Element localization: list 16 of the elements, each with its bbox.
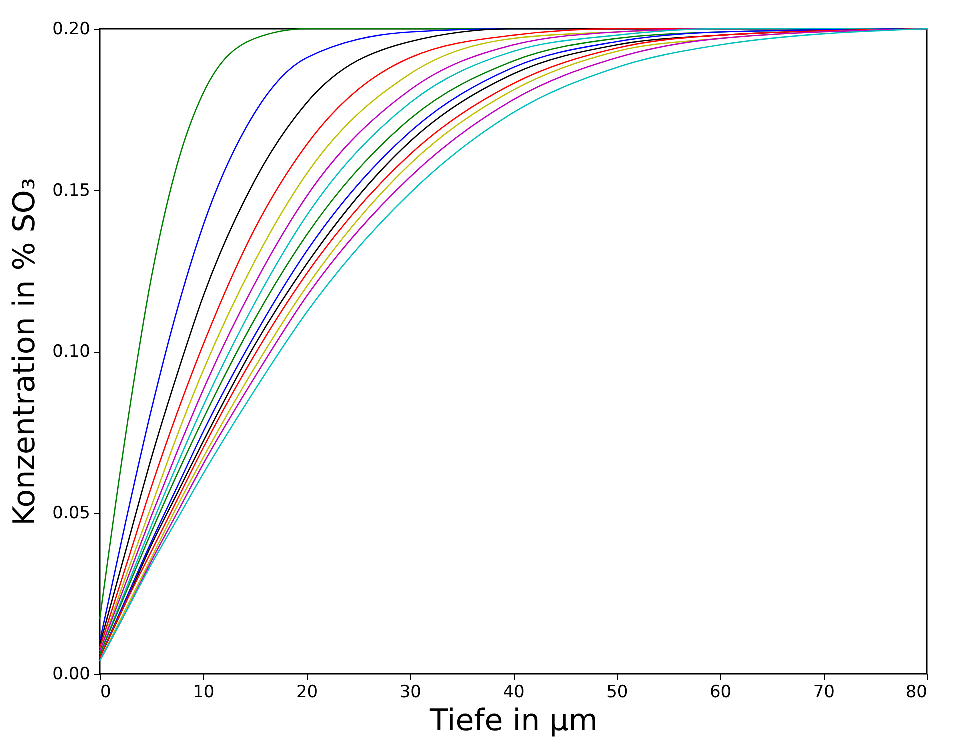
y-tick-label: 0.00 [52,664,90,684]
x-tick-label: 80 [906,682,928,702]
x-tick-label: 50 [606,682,628,702]
x-tick-label: 40 [503,682,525,702]
x-tick-label: 20 [296,682,318,702]
x-tick-label: 70 [813,682,835,702]
x-tick-label: 10 [193,682,215,702]
x-tick-label: 30 [400,682,422,702]
y-tick-label: 0.10 [52,342,90,362]
y-axis-title: Konzentration in % SO₃ [8,178,43,526]
x-tick-label: 0 [100,682,112,702]
y-tick-label: 0.05 [52,503,90,524]
y-tick-label: 0.15 [52,180,90,201]
x-tick-label: 60 [710,682,732,702]
y-tick-label: 0.20 [52,20,90,40]
x-axis-title: Tiefe in μm [429,704,598,738]
